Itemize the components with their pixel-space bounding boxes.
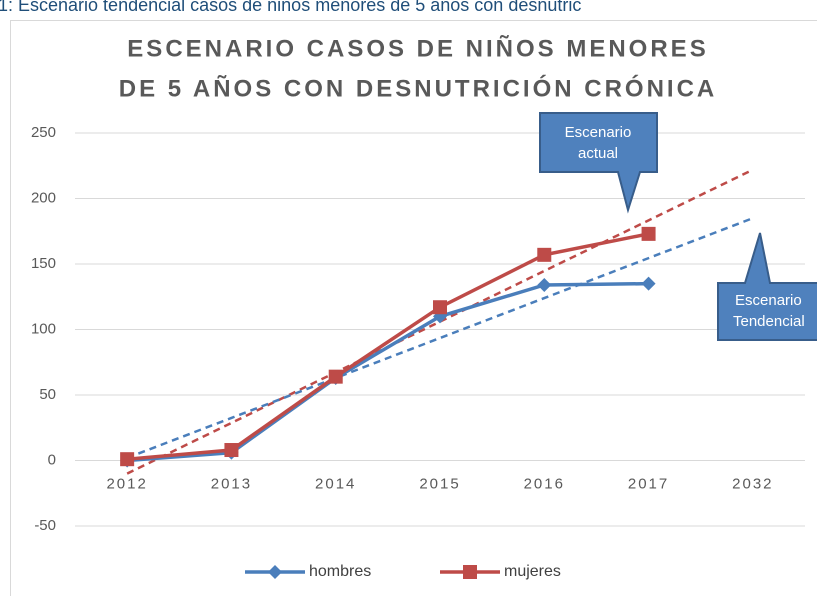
x-tick-label: 2015	[419, 475, 460, 492]
marker	[120, 452, 135, 467]
annotation: Escenario	[735, 292, 802, 309]
plot: -50 0 50 100 150 200 250 2012 2013 2014 2015 2016 20…	[31, 124, 805, 580]
y-tick-label: 150	[31, 255, 56, 272]
callout-actual: Escenario actual	[539, 112, 658, 214]
callout-shape	[539, 112, 658, 214]
y-tick-label: -50	[34, 517, 56, 534]
chart-title: DE 5 AÑOS CON DESNUTRICIÓN CRÓNICA	[119, 74, 717, 102]
y-tick-label: 200	[31, 189, 56, 206]
x-tick-label: 2016	[524, 475, 565, 492]
y-tick-label: 50	[39, 386, 56, 403]
caption: 1: Escenario tendencial casos de niños m…	[0, 0, 581, 15]
marker	[433, 300, 447, 315]
chart-title: ESCENARIO CASOS DE NIÑOS MENORES	[127, 34, 708, 62]
legend-label: mujeres	[504, 563, 561, 580]
marker	[224, 443, 239, 458]
marker	[328, 369, 343, 384]
marker	[641, 226, 656, 241]
legend-label: hombres	[309, 563, 371, 580]
marker	[537, 277, 552, 292]
y-tick-label: 250	[31, 124, 56, 141]
x-tick-label: 2013	[211, 475, 252, 492]
x-tick-label: 2017	[628, 475, 669, 492]
x-tick-label: 2014	[315, 475, 356, 492]
callout-tendencial: Escenario Tendencial	[717, 232, 817, 341]
marker	[463, 565, 477, 579]
series-line	[126, 232, 649, 461]
y-tick-label: 0	[48, 451, 56, 468]
x-tick-label: 2012	[106, 475, 147, 492]
marker	[641, 276, 656, 291]
chart-border	[10, 20, 817, 596]
trendline	[126, 216, 754, 460]
annotation: Tendencial	[733, 313, 805, 330]
callout-shape	[717, 232, 817, 341]
marker	[537, 247, 552, 262]
annotation: Escenario	[565, 124, 632, 141]
y-tick-label: 100	[31, 320, 56, 337]
annotation: actual	[578, 145, 618, 162]
x-tick-label: 2032	[732, 475, 773, 492]
trendline	[126, 168, 754, 475]
series-line	[127, 281, 649, 463]
marker	[268, 565, 282, 579]
